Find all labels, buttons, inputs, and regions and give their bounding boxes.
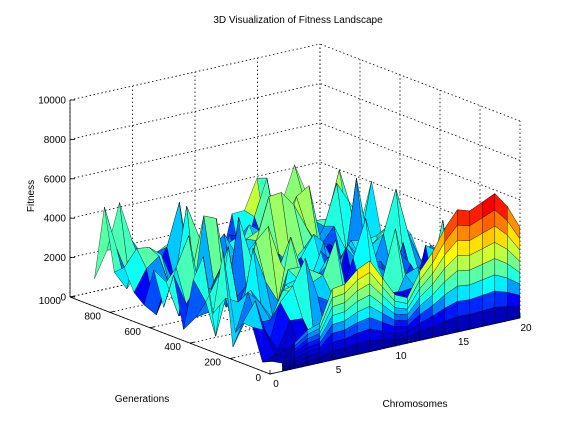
- grid-line: [69, 161, 321, 219]
- surface-front-patch: [457, 209, 470, 226]
- x-tick-label: 0: [273, 379, 279, 390]
- y-axis-label: Generations: [115, 394, 169, 405]
- surface-front-patch: [394, 313, 408, 321]
- y-tick-mark: [109, 311, 115, 313]
- y-tick-label: 600: [124, 327, 141, 338]
- y-axis-line: [69, 296, 271, 375]
- z-tick-label: 0: [60, 293, 66, 304]
- x-tick-label: 15: [458, 337, 470, 348]
- y-tick-mark: [69, 295, 75, 298]
- grid-line: [69, 83, 321, 140]
- surface-front-patch: [457, 224, 470, 241]
- z-axis-label: Fitness: [26, 180, 37, 212]
- x-tick-label: 5: [336, 365, 342, 376]
- z-tick-label: 6000: [44, 174, 67, 185]
- y-tick-mark: [189, 341, 195, 344]
- surface-front-patch: [394, 325, 408, 334]
- y-tick-label: 0: [255, 373, 261, 384]
- surface-front-patch: [457, 269, 470, 287]
- surface-front-patch: [457, 240, 470, 256]
- surface-front-patch: [494, 290, 508, 308]
- tick-labels: 0200040006000800010000020040060080010000…: [38, 96, 532, 391]
- x-tick-label: 20: [520, 323, 532, 334]
- surface-front-patch: [457, 284, 470, 302]
- y-tick-label: 400: [164, 342, 181, 353]
- grid-line: [69, 43, 321, 101]
- y-tick-mark: [269, 372, 275, 375]
- surface-plot: [94, 164, 520, 372]
- y-tick-label: 1000: [39, 296, 62, 307]
- z-tick-label: 4000: [44, 214, 67, 225]
- y-tick-mark: [229, 357, 235, 359]
- surface-front-patch: [507, 205, 520, 240]
- grid-line: [69, 122, 321, 180]
- surface-front-patch: [457, 255, 470, 272]
- x-axis-label: Chromosomes: [382, 399, 447, 410]
- z-tick-label: 10000: [38, 96, 66, 107]
- y-tick-label: 200: [204, 358, 221, 369]
- y-tick-mark: [149, 326, 155, 329]
- x-tick-label: 10: [395, 351, 407, 362]
- z-tick-label: 8000: [44, 135, 67, 146]
- surface-front-patch: [457, 299, 470, 317]
- surface-front-patch: [394, 320, 408, 327]
- y-tick-label: 800: [84, 311, 101, 322]
- z-tick-label: 2000: [44, 253, 67, 264]
- surface-front-patch: [457, 314, 470, 333]
- surface-front-patch: [494, 306, 508, 324]
- chart-title: 3D Visualization of Fitness Landscape: [213, 15, 383, 26]
